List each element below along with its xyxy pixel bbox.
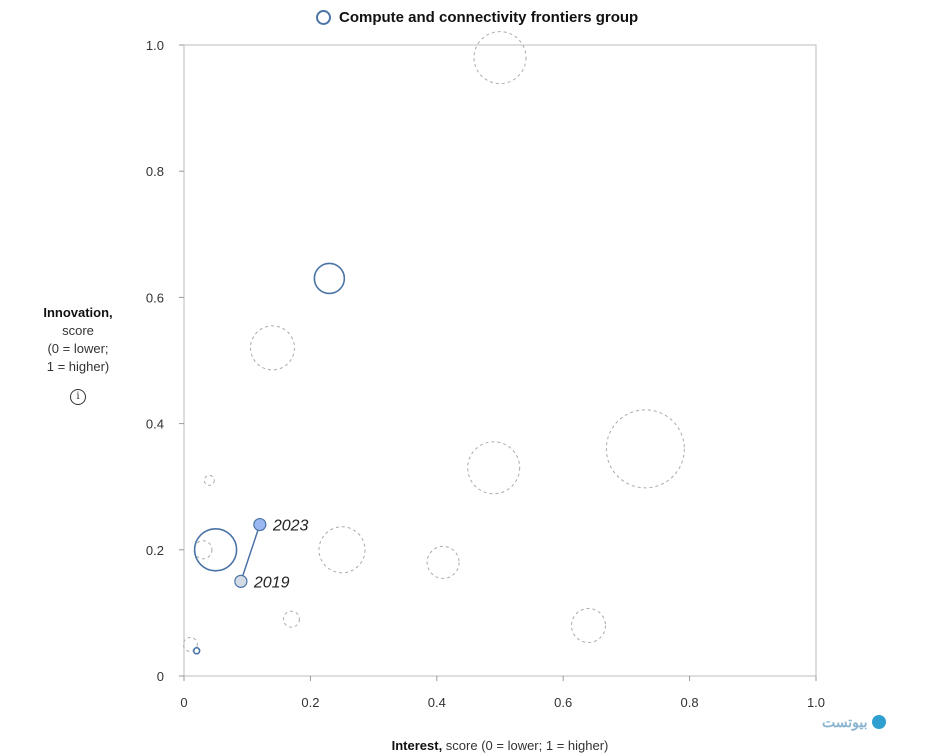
legend-label: Compute and connectivity frontiers group bbox=[339, 9, 639, 26]
trajectory-point-2019 bbox=[234, 574, 248, 588]
x-axis-label-rest: score (0 = lower; 1 = higher) bbox=[442, 738, 609, 753]
trend-bubble bbox=[318, 526, 366, 574]
group-bubble bbox=[193, 527, 238, 572]
trend-bubble bbox=[605, 409, 685, 489]
plot-frame bbox=[183, 44, 817, 677]
x-tick-label: 0.2 bbox=[301, 695, 319, 710]
trend-bubble bbox=[249, 325, 295, 371]
trend-bubble bbox=[467, 441, 521, 495]
x-tick-label: 0.4 bbox=[428, 695, 446, 710]
trajectory-label: 2019 bbox=[253, 574, 290, 591]
trend-bubble bbox=[203, 474, 215, 486]
y-tick-label: 1.0 bbox=[146, 38, 164, 53]
x-tick-label: 0.6 bbox=[554, 695, 572, 710]
legend-circle-icon bbox=[316, 10, 331, 25]
y-axis-label-line: 1 = higher) bbox=[46, 359, 110, 374]
y-tick-label: 0.6 bbox=[146, 290, 164, 305]
group-bubble bbox=[192, 646, 201, 655]
y-tick-label: 0 bbox=[157, 669, 164, 684]
x-axis-label-bold: Interest, bbox=[391, 738, 443, 753]
x-tick-label: 0.8 bbox=[681, 695, 699, 710]
x-tick-label: 1.0 bbox=[807, 695, 825, 710]
y-tick-label: 0.4 bbox=[146, 417, 164, 432]
watermark-logo: بیوتست bbox=[822, 714, 886, 731]
trend-bubble bbox=[282, 610, 300, 628]
legend[interactable]: Compute and connectivity frontiers group bbox=[316, 9, 638, 26]
watermark-dot-icon bbox=[871, 715, 886, 729]
y-tick-label: 0.8 bbox=[146, 164, 164, 179]
y-axis-label-line: (0 = lower; bbox=[47, 341, 109, 356]
x-tick-label: 0 bbox=[180, 695, 187, 710]
y-axis-label-bold: Innovation, bbox=[43, 305, 113, 320]
y-axis-label-line: score bbox=[62, 323, 94, 338]
watermark-text: بیوتست bbox=[822, 714, 868, 730]
trend-bubble bbox=[426, 545, 460, 579]
info-icon[interactable]: i bbox=[70, 389, 86, 405]
y-axis-label: Innovation, score (0 = lower; 1 = higher… bbox=[18, 304, 138, 376]
trajectory-point-2023 bbox=[253, 517, 267, 532]
trend-bubble bbox=[570, 608, 606, 644]
trend-bubble bbox=[193, 540, 213, 560]
trajectory-label: 2023 bbox=[272, 518, 309, 535]
trend-bubble bbox=[473, 31, 527, 85]
trend-bubble bbox=[182, 636, 198, 652]
y-tick-label: 0.2 bbox=[146, 543, 164, 558]
trajectory-line bbox=[240, 524, 261, 582]
x-axis-label: Interest, score (0 = lower; 1 = higher) bbox=[0, 738, 935, 753]
group-bubble bbox=[313, 262, 346, 295]
